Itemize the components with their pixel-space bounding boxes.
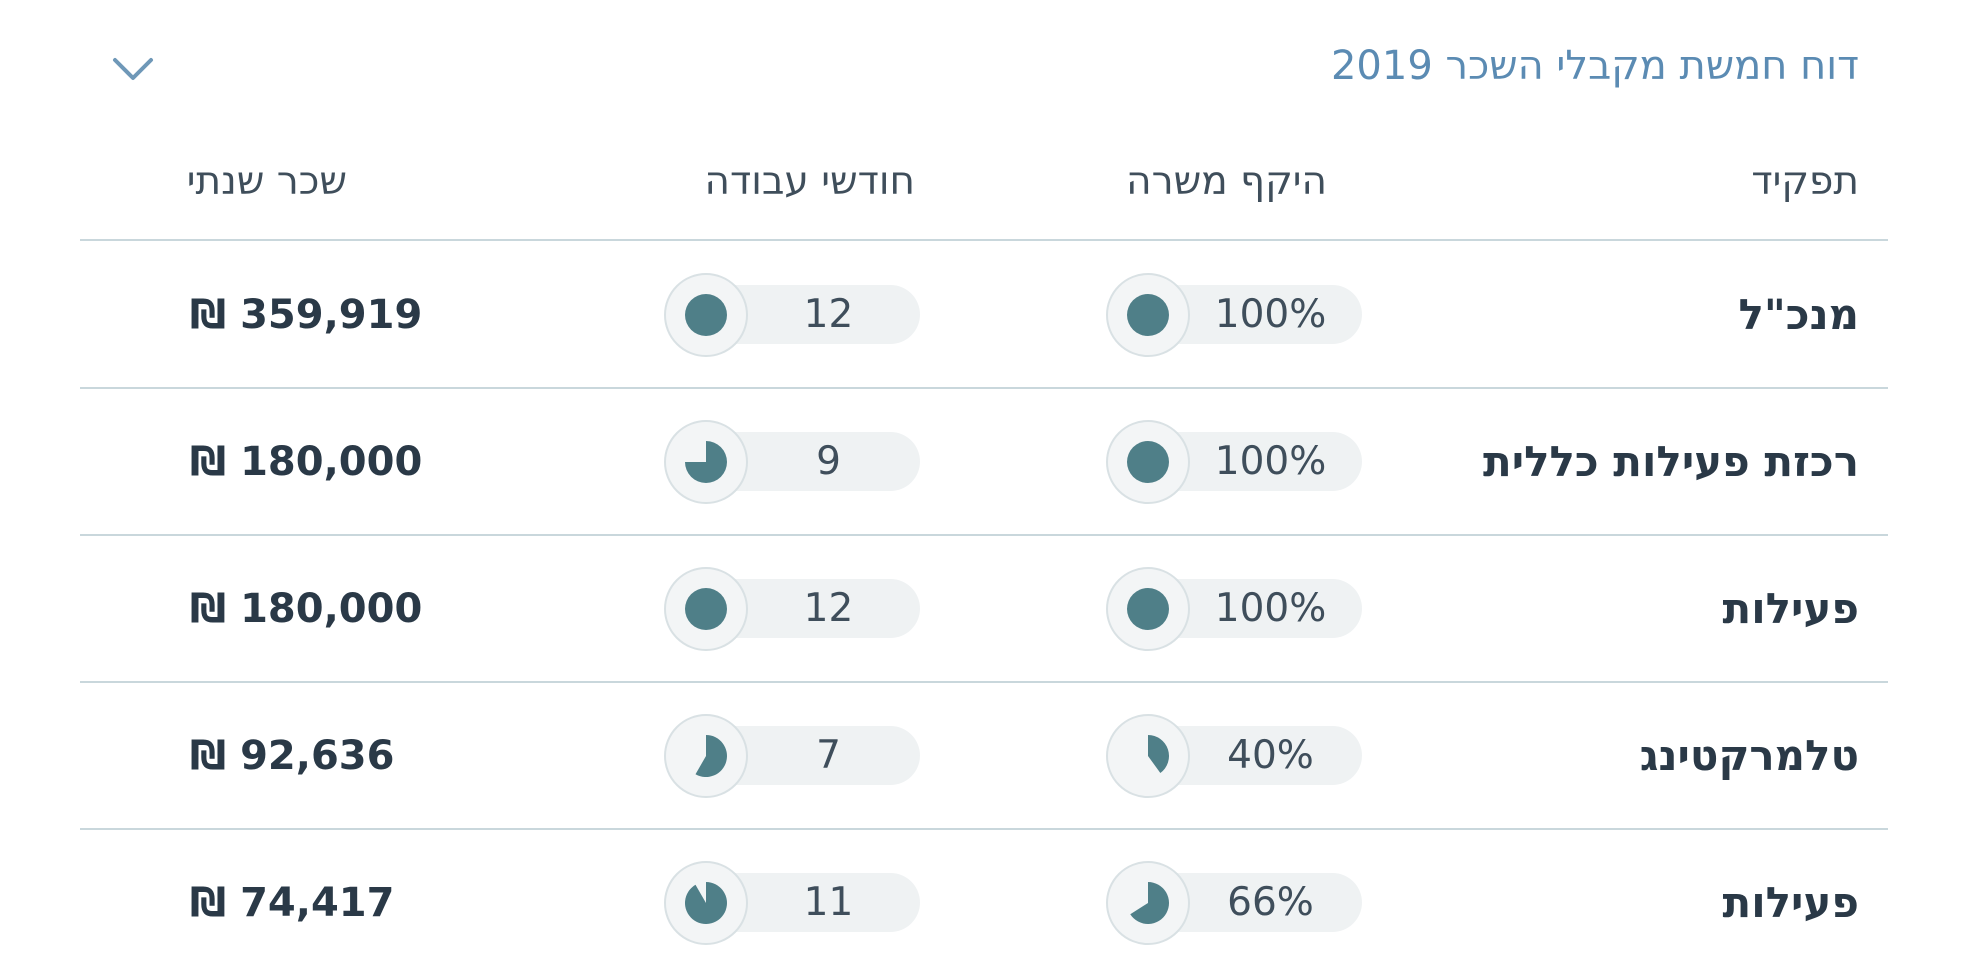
scope-pie-icon [1106,420,1190,504]
scope-pie-icon [1106,861,1190,945]
table-row: פעילות 66% 11 ₪ 74,417 [0,829,1968,976]
months-pie-icon [664,567,748,651]
scope-pill: 100% [1106,420,1362,504]
months-pill: 11 [664,861,920,945]
months-pie-icon [664,861,748,945]
row-divider [80,681,1888,683]
scope-value: 66% [1227,880,1314,925]
role-cell: רכזת פעילות כללית [1483,437,1859,486]
header-divider [80,239,1888,241]
months-pie-icon [664,273,748,357]
scope-value: 100% [1214,439,1327,484]
chevron-down-icon [113,58,153,80]
scope-pie-icon [1106,567,1190,651]
months-pill: 12 [664,567,920,651]
months-value: 7 [816,733,841,778]
role-cell: טלמרקטינג [1639,731,1859,780]
months-value: 9 [816,439,841,484]
months-pill: 9 [664,420,920,504]
table-row: מנכ"ל 100% 12 ₪ 359,919 [0,241,1968,388]
salary-report: דוח חמשת מקבלי השכר 2019 תפקיד היקף משרה… [0,42,1968,945]
salary-cell: ₪ 74,417 [190,880,395,926]
scope-pill: 66% [1106,861,1362,945]
role-cell: פעילות [1722,878,1859,927]
table-row: פעילות 100% 12 ₪ 180,000 [0,535,1968,682]
scope-pie-icon [1106,714,1190,798]
column-header-months: חודשי עבודה [704,159,915,204]
months-pill: 12 [664,273,920,357]
role-cell: מנכ"ל [1738,290,1859,339]
row-divider [80,828,1888,830]
salary-cell: ₪ 92,636 [190,733,395,779]
scope-value: 100% [1214,586,1327,631]
table-row: רכזת פעילות כללית 100% 9 ₪ 180,000 [0,388,1968,535]
table-row: טלמרקטינג 40% 7 ₪ 92,636 [0,682,1968,829]
collapse-button[interactable] [105,42,161,98]
months-value: 12 [803,292,854,337]
months-pie-icon [664,714,748,798]
row-divider [80,534,1888,536]
row-divider [80,387,1888,389]
role-cell: פעילות [1722,584,1859,633]
salary-cell: ₪ 359,919 [190,292,423,338]
months-pill: 7 [664,714,920,798]
salary-cell: ₪ 180,000 [190,586,423,632]
months-pie-icon [664,420,748,504]
salary-cell: ₪ 180,000 [190,439,423,485]
months-value: 11 [803,880,854,925]
months-value: 12 [803,586,854,631]
scope-value: 40% [1227,733,1314,778]
scope-pill: 40% [1106,714,1362,798]
scope-value: 100% [1214,292,1327,337]
column-header-salary: שכר שנתי [186,159,347,204]
scope-pill: 100% [1106,273,1362,357]
column-header-role: תפקיד [1751,159,1859,204]
scope-pie-icon [1106,273,1190,357]
scope-pill: 100% [1106,567,1362,651]
column-header-scope: היקף משרה [1126,159,1327,204]
report-title: דוח חמשת מקבלי השכר 2019 [1330,43,1859,89]
